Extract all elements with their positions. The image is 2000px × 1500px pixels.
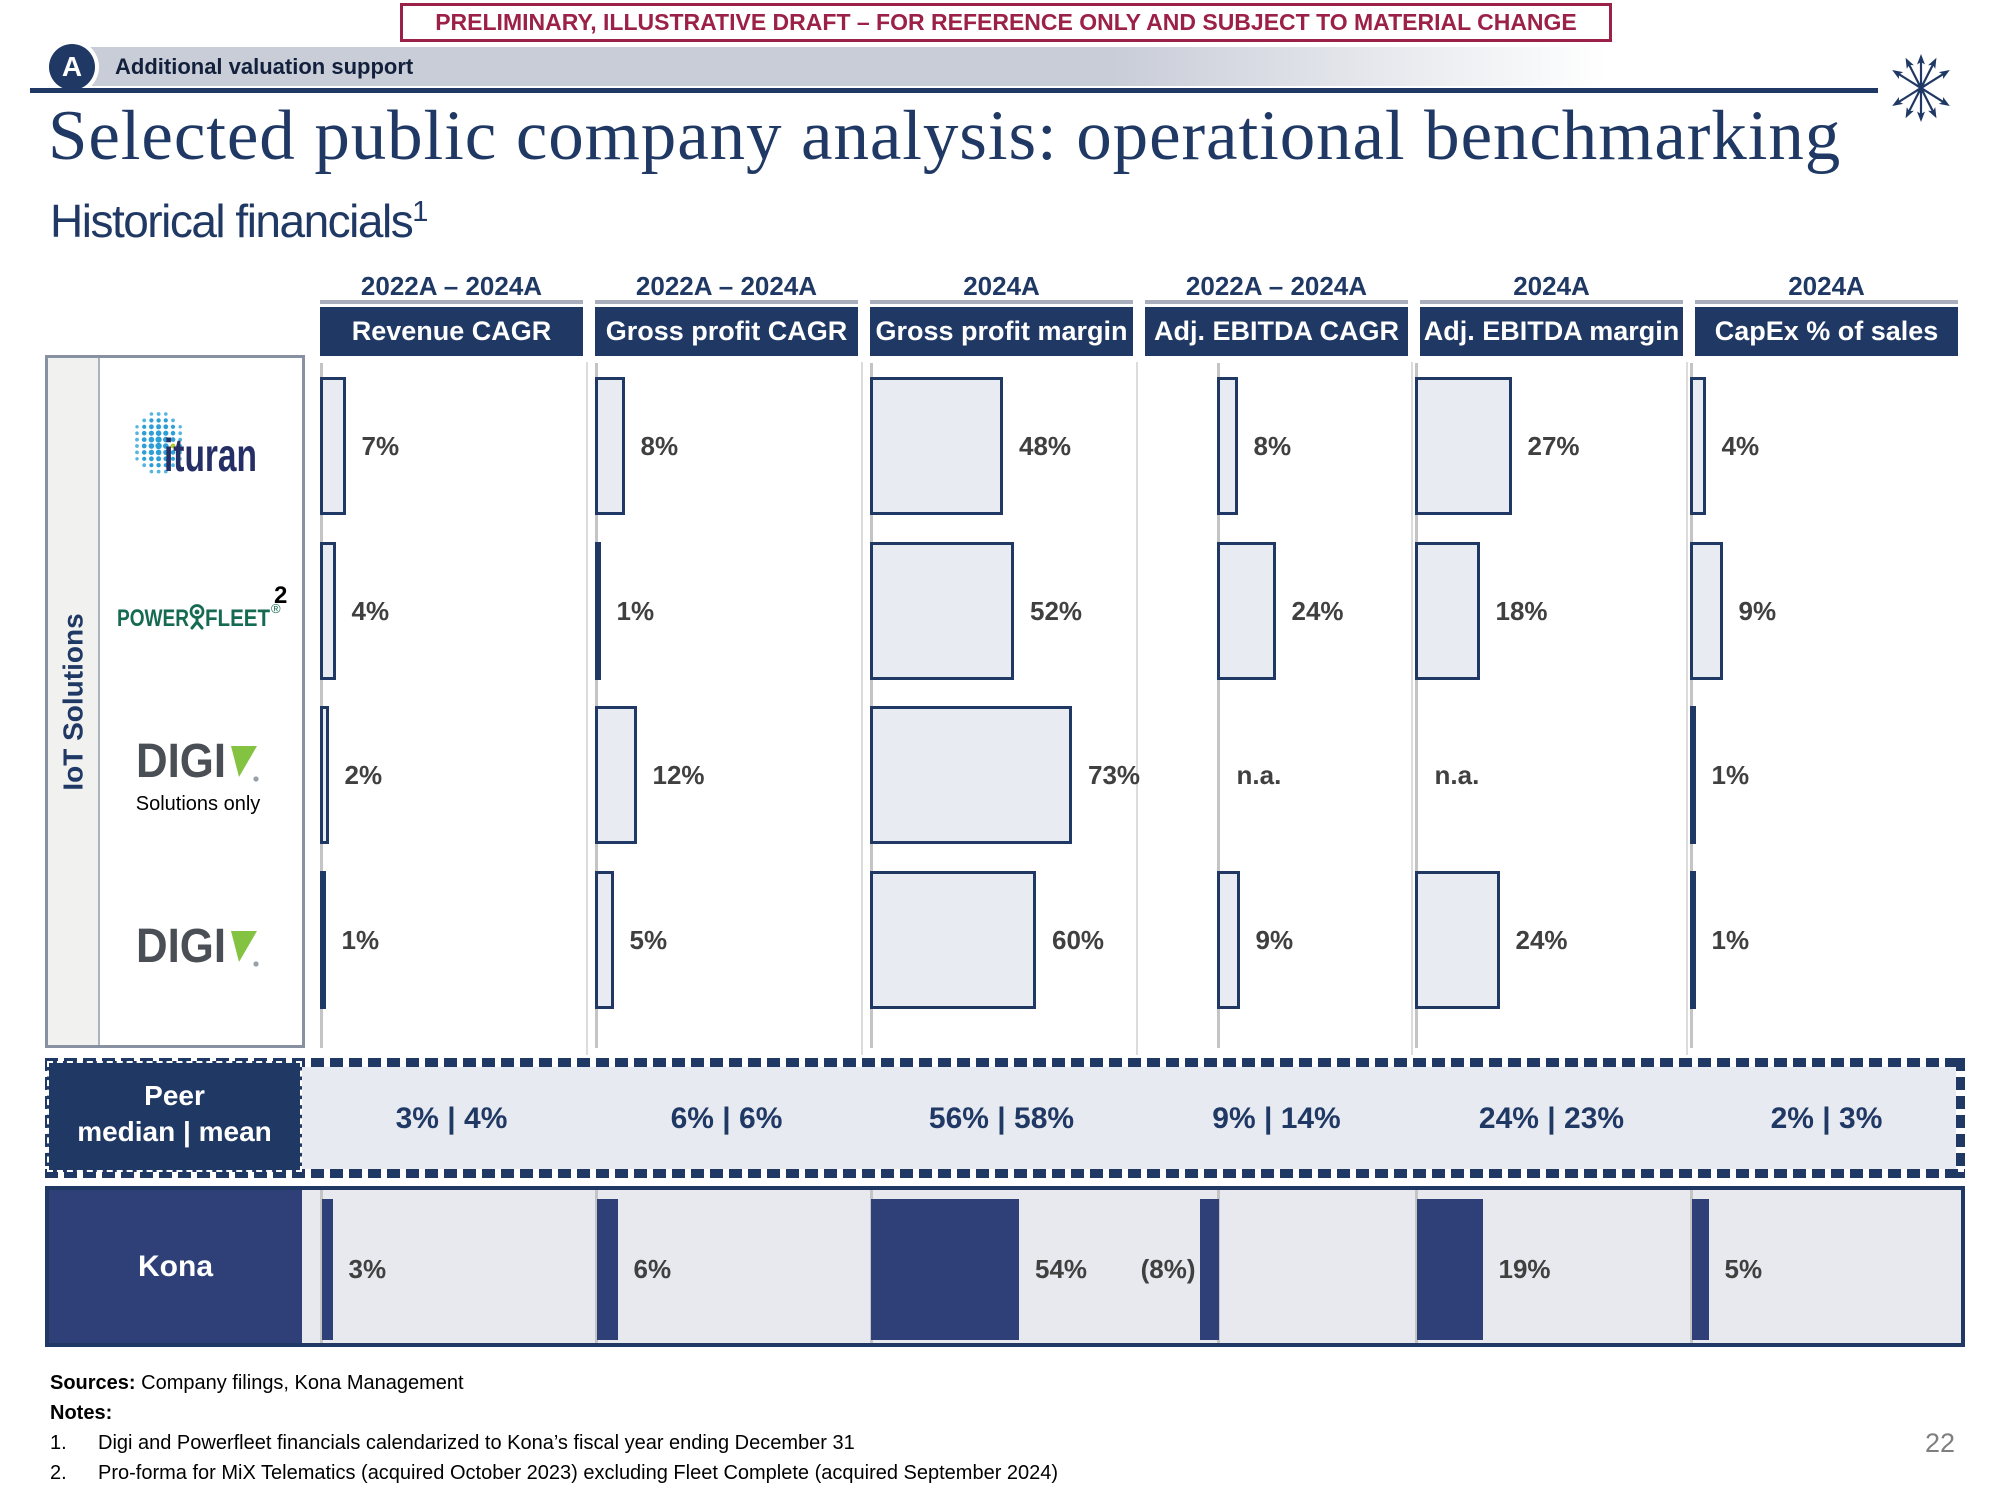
svg-text:FLEET: FLEET	[205, 605, 270, 632]
svg-text:DIGI: DIGI	[136, 735, 226, 788]
svg-text:®: ®	[271, 601, 281, 616]
svg-text:DIGI: DIGI	[136, 920, 226, 973]
svg-text:ituran: ituran	[164, 429, 257, 481]
svg-text:POWER: POWER	[117, 605, 189, 632]
